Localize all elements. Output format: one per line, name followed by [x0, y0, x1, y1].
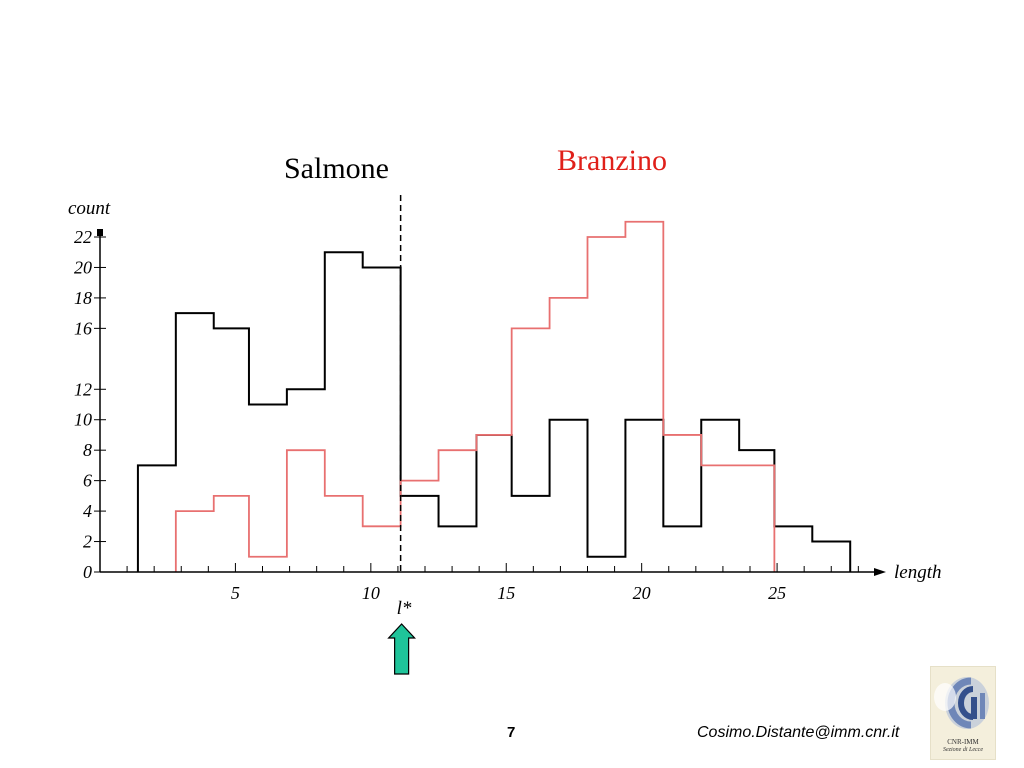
branzino-label: Branzino: [557, 144, 667, 177]
logo-text-line1: CNR-IMM: [947, 738, 979, 746]
y-tick-label: 20: [74, 257, 92, 277]
x-axis-arrowhead: [874, 568, 886, 576]
bin-salmone: [138, 465, 176, 572]
bin-branzino: [325, 496, 363, 572]
x-tick-label: 25: [768, 583, 786, 603]
y-tick-label: 12: [74, 379, 92, 399]
bin-branzino: [625, 222, 663, 572]
y-tick-label: 22: [74, 227, 92, 247]
y-tick-label: 0: [83, 562, 92, 582]
bin-salmone: [249, 405, 287, 573]
y-axis-label: count: [68, 198, 111, 219]
y-tick-label: 18: [74, 288, 92, 308]
footer-email: Cosimo.Distante@imm.cnr.it: [697, 724, 900, 741]
y-tick-label: 16: [74, 318, 92, 338]
x-tick-label: 5: [231, 583, 240, 603]
y-tick-label: 8: [83, 440, 92, 460]
bin-branzino: [249, 557, 287, 572]
page-number: 7: [507, 724, 516, 741]
y-axis-marker: [97, 229, 103, 236]
x-axis-label: length: [894, 562, 942, 583]
bin-branzino: [439, 450, 477, 572]
bin-branzino: [401, 481, 439, 572]
y-tick-label: 10: [74, 410, 92, 430]
bin-branzino: [476, 435, 511, 572]
bin-branzino: [550, 298, 588, 572]
y-tick-label: 2: [83, 532, 92, 552]
threshold-arrow-icon: [387, 623, 417, 675]
y-tick-label: 4: [83, 501, 92, 521]
bin-branzino: [701, 465, 739, 572]
series-group: [136, 220, 852, 573]
x-tick-label: 20: [633, 583, 651, 603]
bin-branzino: [214, 496, 249, 572]
bin-branzino: [363, 526, 401, 572]
logo-text-line2: Sezione di Lecce: [943, 747, 983, 753]
x-tick-label: 10: [362, 583, 380, 603]
bin-branzino: [663, 435, 701, 572]
series-branzino-outline: [174, 220, 776, 572]
bin-branzino: [176, 511, 214, 572]
salmone-label: Salmone: [284, 152, 389, 185]
bin-branzino: [588, 237, 626, 572]
bin-salmone: [812, 542, 850, 572]
bin-branzino: [512, 328, 550, 572]
y-tick-label: 6: [83, 471, 92, 491]
bin-salmone: [774, 526, 812, 572]
bin-branzino: [739, 465, 774, 572]
y-axis-ticks: 0 2 4 6 8 10 12 16 18 20 22: [74, 227, 106, 582]
x-tick-label: 15: [497, 583, 515, 603]
bin-branzino: [287, 450, 325, 572]
x-axis-ticks: 5 10 15 20 25: [126, 563, 859, 603]
cnr-imm-logo: CNR-IMM Sezione di Lecce: [930, 666, 996, 760]
logo-emblem-icon: [934, 677, 989, 729]
threshold-label: l*: [397, 598, 412, 619]
